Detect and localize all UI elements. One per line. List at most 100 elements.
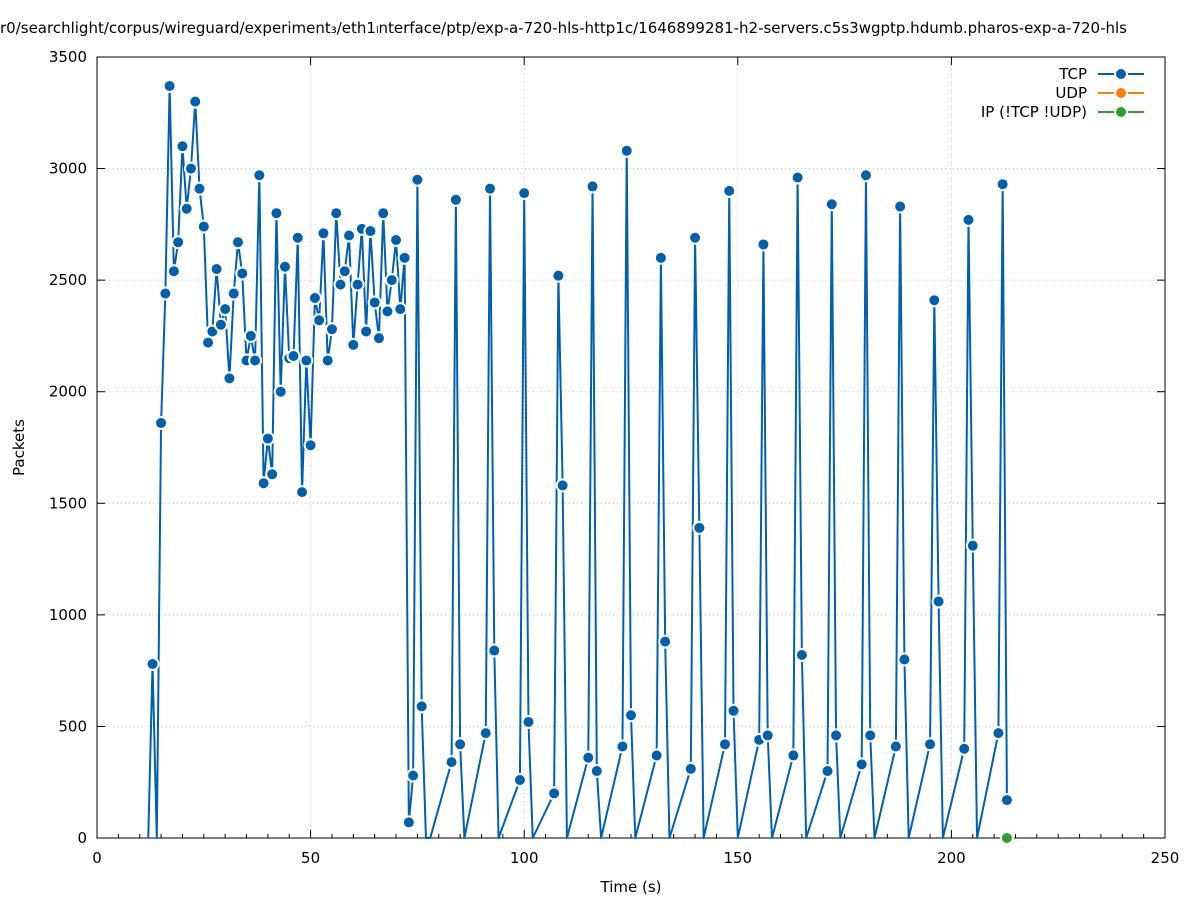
data-point bbox=[359, 324, 374, 339]
data-point bbox=[863, 728, 878, 743]
data-point bbox=[320, 353, 335, 368]
data-point bbox=[154, 415, 169, 430]
data-point bbox=[683, 761, 698, 776]
data-point bbox=[235, 266, 250, 281]
data-point bbox=[653, 250, 668, 265]
data-point bbox=[269, 206, 284, 221]
data-point bbox=[512, 772, 527, 787]
data-point bbox=[923, 737, 938, 752]
data-point bbox=[273, 384, 288, 399]
data-point bbox=[350, 277, 365, 292]
data-point bbox=[171, 235, 186, 250]
data-point bbox=[329, 206, 344, 221]
y-tick-label: 3500 bbox=[49, 48, 87, 66]
data-point bbox=[333, 277, 348, 292]
legend-marker bbox=[1114, 86, 1128, 100]
data-point bbox=[303, 438, 318, 453]
data-point bbox=[299, 353, 314, 368]
data-point bbox=[448, 192, 463, 207]
x-tick-label: 200 bbox=[937, 849, 966, 867]
data-point bbox=[589, 764, 604, 779]
data-point bbox=[179, 201, 194, 216]
data-point bbox=[145, 656, 160, 671]
data-point bbox=[726, 703, 741, 718]
x-tick-label: 250 bbox=[1151, 849, 1180, 867]
y-tick-label: 3000 bbox=[49, 160, 87, 178]
data-point bbox=[624, 708, 638, 723]
data-point bbox=[252, 168, 267, 183]
data-point bbox=[380, 304, 395, 319]
x-tick-label: 100 bbox=[510, 849, 539, 867]
data-point bbox=[585, 179, 600, 194]
x-tick-label: 150 bbox=[723, 849, 752, 867]
data-point bbox=[547, 786, 562, 801]
data-point bbox=[999, 831, 1014, 845]
data-point bbox=[688, 230, 703, 245]
legend-marker bbox=[1114, 105, 1128, 119]
legend-marker bbox=[1114, 67, 1128, 81]
data-point bbox=[243, 328, 258, 343]
data-point bbox=[961, 212, 976, 227]
data-point bbox=[166, 264, 181, 279]
data-point bbox=[858, 168, 873, 183]
data-point bbox=[414, 699, 429, 714]
data-point bbox=[478, 726, 493, 741]
data-point bbox=[371, 331, 386, 346]
data-point bbox=[555, 478, 570, 493]
data-point bbox=[487, 643, 502, 658]
data-point bbox=[363, 224, 378, 239]
series-line bbox=[147, 85, 1008, 839]
data-point bbox=[453, 737, 468, 752]
data-point bbox=[722, 183, 737, 198]
series-ip bbox=[999, 831, 1014, 845]
y-tick-label: 2500 bbox=[49, 271, 87, 289]
legend-label: IP (!TCP !UDP) bbox=[981, 103, 1087, 121]
chart-title: r0/searchlight/corpus/wireguard/experime… bbox=[0, 19, 1127, 37]
data-point bbox=[295, 485, 310, 500]
data-point bbox=[226, 286, 241, 301]
data-point bbox=[346, 337, 361, 352]
data-point bbox=[342, 228, 357, 243]
data-point bbox=[188, 94, 203, 109]
y-tick-label: 500 bbox=[58, 717, 87, 735]
data-point bbox=[406, 768, 421, 783]
data-point bbox=[256, 476, 271, 491]
data-point bbox=[658, 634, 673, 649]
tick-labels: 0 500 1000 1500 2000 2500 3000 3500 0 50 100 150 200… bbox=[49, 48, 1180, 867]
y-tick-label: 2000 bbox=[49, 383, 87, 401]
data-point bbox=[367, 295, 382, 310]
data-point bbox=[393, 302, 408, 317]
data-point bbox=[619, 143, 634, 158]
data-point bbox=[209, 261, 224, 276]
data-point bbox=[312, 313, 327, 328]
data-point bbox=[384, 273, 399, 288]
data-point bbox=[260, 431, 275, 446]
y-tick-label: 0 bbox=[77, 829, 87, 847]
data-point bbox=[965, 538, 980, 553]
legend-label: UDP bbox=[1055, 84, 1087, 102]
data-point bbox=[995, 177, 1010, 192]
axis-ticks bbox=[96, 56, 1166, 839]
data-point bbox=[957, 741, 972, 756]
legend-label: TCP bbox=[1058, 65, 1087, 83]
y-tick-label: 1500 bbox=[49, 494, 87, 512]
data-point bbox=[551, 268, 566, 283]
data-point bbox=[999, 793, 1014, 808]
data-point bbox=[444, 755, 459, 770]
data-point bbox=[615, 739, 630, 754]
data-point bbox=[786, 748, 801, 763]
data-point bbox=[213, 317, 228, 332]
data-point bbox=[286, 349, 301, 364]
data-point bbox=[760, 728, 775, 743]
x-tick-label: 50 bbox=[301, 849, 320, 867]
data-point bbox=[483, 181, 498, 196]
x-tick-label: 0 bbox=[92, 849, 102, 867]
series-layer bbox=[145, 79, 1014, 845]
data-point bbox=[401, 815, 416, 830]
data-point bbox=[218, 302, 233, 317]
data-point bbox=[649, 748, 664, 763]
data-point bbox=[389, 232, 404, 247]
data-point bbox=[183, 161, 198, 176]
data-point bbox=[158, 286, 173, 301]
